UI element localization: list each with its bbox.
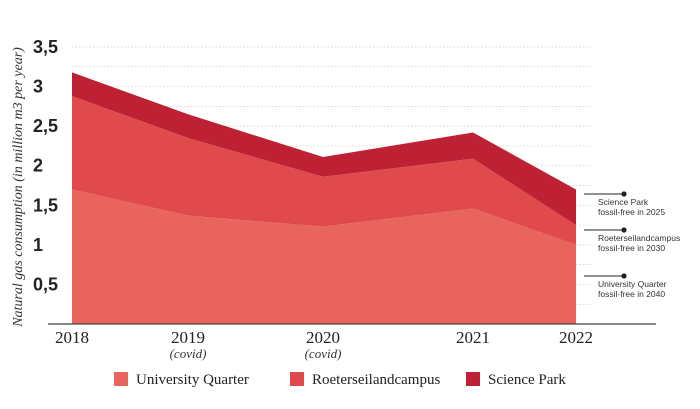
x-tick-sublabel: (covid) xyxy=(170,346,207,361)
area-roeterseilandcampus xyxy=(72,96,576,245)
annotation-text: University Quarter xyxy=(598,279,667,289)
y-tick-label: 3,5 xyxy=(33,37,58,57)
x-tick-label: 2018 xyxy=(55,328,89,347)
y-tick-label: 2,5 xyxy=(33,116,58,136)
legend-label-science-park: Science Park xyxy=(488,372,566,388)
annotation-dot xyxy=(621,191,627,197)
area-university-quarter xyxy=(72,189,576,324)
x-tick-label: 2022 xyxy=(559,328,593,347)
y-axis-label: Natural gas consumption (in million m3 p… xyxy=(11,47,26,328)
x-tick-label: 2021 xyxy=(456,328,490,347)
x-tick-label: 2019 xyxy=(171,328,205,347)
legend-swatch-science-park xyxy=(466,372,480,386)
y-tick-label: 3 xyxy=(33,77,43,97)
annotation-dot xyxy=(621,227,627,233)
legend-label-university-quarter: University Quarter xyxy=(136,372,249,388)
legend-swatch-roeterseilandcampus xyxy=(290,372,304,386)
x-tick-label: 2020 xyxy=(306,328,340,347)
y-tick-label: 1,5 xyxy=(33,195,58,215)
annotation-text: fossil-free in 2025 xyxy=(598,207,665,217)
x-tick-sublabel: (covid) xyxy=(305,346,342,361)
annotation-text: Science Park xyxy=(598,197,649,207)
legend-label-roeterseilandcampus: Roeterseilandcampus xyxy=(312,372,440,388)
area-series xyxy=(72,72,576,324)
y-tick-label: 2 xyxy=(33,156,43,176)
legend-swatch-university-quarter xyxy=(114,372,128,386)
annotation-dot xyxy=(621,273,627,279)
annotation-text: fossil-free in 2040 xyxy=(598,289,665,299)
y-tick-label: 0,5 xyxy=(33,274,58,294)
annotation-text: Roeterseilandcampus xyxy=(598,233,680,243)
annotation-text: fossil-free in 2030 xyxy=(598,243,665,253)
y-tick-label: 1 xyxy=(33,235,43,255)
area-science-park xyxy=(72,72,576,226)
legend: University Quarter Roeterseilandcampus Sci… xyxy=(114,372,566,388)
